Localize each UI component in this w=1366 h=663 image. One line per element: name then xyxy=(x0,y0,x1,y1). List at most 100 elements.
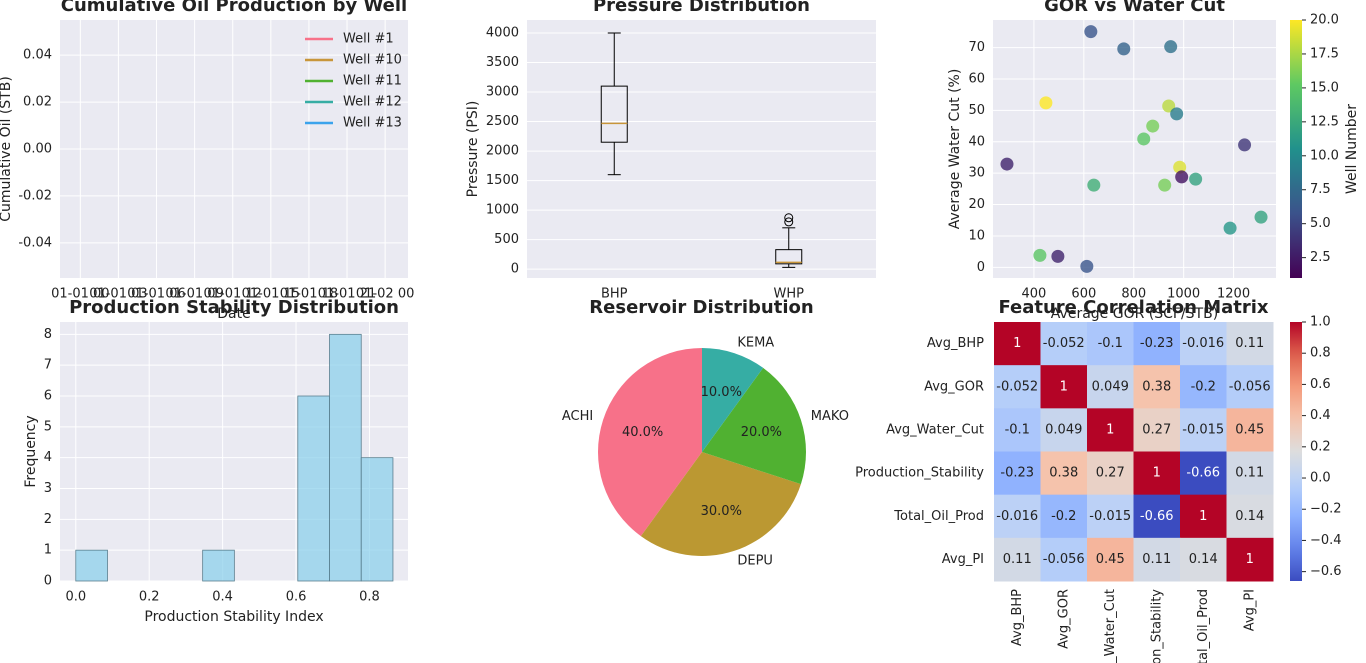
colorbar-tick-label: 5.0 xyxy=(1310,216,1331,231)
heatmap-cell xyxy=(994,365,1041,409)
slice-label: ACHI xyxy=(562,409,593,424)
pie-slice xyxy=(702,367,806,485)
cell-label: -0.016 xyxy=(996,509,1038,524)
chart-title: Cumulative Oil Production by Well xyxy=(61,0,407,16)
bar xyxy=(75,549,108,582)
cell-label: -0.015 xyxy=(1089,509,1131,524)
bar xyxy=(202,549,235,582)
heatmap-cell xyxy=(1040,494,1088,539)
colorbar-tick-label: 7.5 xyxy=(1310,182,1331,197)
legend-label: Well #10 xyxy=(343,53,402,68)
heatmap-cell xyxy=(1040,322,1088,366)
heatmap-cell xyxy=(1180,451,1227,496)
cell-label: -0.015 xyxy=(1182,422,1224,437)
y-tick-label: 1 xyxy=(44,543,52,558)
heatmap-cell xyxy=(1226,365,1274,409)
cell-label: -0.016 xyxy=(1182,336,1224,351)
cell-label: 0.45 xyxy=(1235,422,1264,437)
y-tick-label: 3500 xyxy=(486,55,519,70)
slice-value-label: 40.0% xyxy=(622,425,663,440)
heatmap-cell xyxy=(1226,408,1274,452)
x-tick-label: 01-01 06 xyxy=(127,287,185,302)
y-tick-label: 50 xyxy=(968,103,985,118)
cell-label: 0.14 xyxy=(1235,509,1264,524)
y-tick-label: 20 xyxy=(968,197,985,212)
chart-title: Pressure Distribution xyxy=(593,0,810,16)
cell-label: 0.049 xyxy=(1092,379,1129,394)
colorbar-tick-label: 1.0 xyxy=(1310,315,1331,330)
x-tick-label: WHP xyxy=(774,287,805,302)
slice-value-label: 20.0% xyxy=(741,425,782,440)
cell-label: 1 xyxy=(1246,552,1254,567)
x-tick-label: 01-01 12 xyxy=(204,287,262,302)
plot-area xyxy=(993,20,1276,278)
y-tick-label: -0.04 xyxy=(18,235,52,250)
row-label: Avg_PI xyxy=(942,552,984,567)
heatmap-cell xyxy=(994,537,1041,582)
bar xyxy=(360,457,394,582)
x-tick-label: 01-02 00 xyxy=(356,287,414,302)
colorbar-tick-label: 0.4 xyxy=(1310,408,1331,423)
heatmap-cell xyxy=(1040,365,1088,409)
point xyxy=(1164,40,1178,54)
cell-label: 0.27 xyxy=(1096,466,1125,481)
cell-label: 0.11 xyxy=(1003,552,1032,567)
colorbar-tick-label: 17.5 xyxy=(1310,46,1339,61)
x-tick-label: 0.6 xyxy=(286,590,307,605)
y-tick-label: 4 xyxy=(44,450,52,465)
point xyxy=(1170,107,1184,121)
y-tick-label: 2500 xyxy=(486,114,519,129)
point xyxy=(1175,170,1189,184)
point xyxy=(1137,132,1151,146)
heatmap-cell xyxy=(1180,365,1227,409)
point xyxy=(1051,249,1065,263)
cell-label: -0.23 xyxy=(1140,336,1174,351)
cell-label: 0.11 xyxy=(1142,552,1171,567)
flier xyxy=(784,217,794,227)
cell-label: -0.2 xyxy=(1191,379,1216,394)
y-tick-label: 1000 xyxy=(486,203,519,218)
y-tick-label: 3000 xyxy=(486,85,519,100)
point xyxy=(1084,25,1098,39)
heatmap-cell xyxy=(1087,322,1134,366)
point xyxy=(1162,99,1176,113)
cell-label: 1 xyxy=(1199,509,1207,524)
box xyxy=(775,249,803,265)
cell-label: 1 xyxy=(1013,336,1021,351)
row-label: Production_Stability xyxy=(855,466,984,481)
point xyxy=(1254,210,1268,224)
x-axis-label: Production Stability Index xyxy=(144,609,323,625)
heatmap-cell xyxy=(1133,494,1181,539)
row-label: Total_Oil_Prod xyxy=(893,509,984,524)
y-tick-label: 5 xyxy=(44,419,52,434)
heatmap-cell xyxy=(1087,494,1134,539)
cell-label: 0.11 xyxy=(1235,466,1264,481)
y-tick-label: 6 xyxy=(44,389,52,404)
x-tick-label: 600 xyxy=(1071,287,1096,302)
heatmap-cell xyxy=(1087,365,1134,409)
heatmap-cell xyxy=(1133,322,1181,366)
heatmap-cell xyxy=(1180,408,1227,452)
colorbar-tick-label: 10.0 xyxy=(1310,148,1339,163)
x-tick-label: 01-01 09 xyxy=(165,287,223,302)
y-tick-label: -0.02 xyxy=(18,188,52,203)
cell-label: -0.23 xyxy=(1000,466,1034,481)
cell-label: -0.056 xyxy=(1043,552,1085,567)
point xyxy=(1146,119,1160,133)
slice-label: DEPU xyxy=(737,553,773,568)
point xyxy=(1189,172,1203,186)
y-tick-label: 0.04 xyxy=(23,48,52,63)
y-axis-label: Frequency xyxy=(23,415,39,487)
colorbar-label: Well Number xyxy=(1344,104,1360,194)
x-tick-label: 1000 xyxy=(1167,287,1200,302)
y-tick-label: 60 xyxy=(968,72,985,87)
x-tick-label: 0.8 xyxy=(359,590,380,605)
heatmap-cell xyxy=(1087,408,1134,452)
legend-label: Well #1 xyxy=(343,32,394,47)
colorbar xyxy=(1290,322,1302,581)
cell-label: -0.056 xyxy=(1229,379,1271,394)
y-tick-label: 70 xyxy=(968,40,985,55)
bar xyxy=(297,395,330,582)
cell-label: 0.38 xyxy=(1049,466,1078,481)
point xyxy=(1238,138,1252,152)
